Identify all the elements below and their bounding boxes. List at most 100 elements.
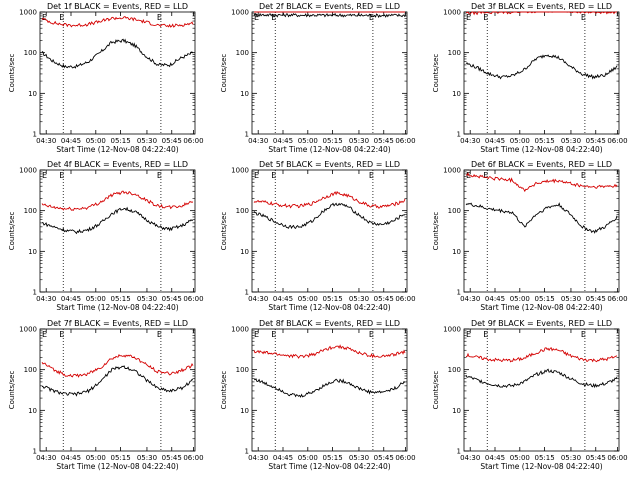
- panel-3: Det 3f BLACK = Events, RED = LLD 1 10 100 10…: [432, 2, 628, 154]
- panel-5: Det 5f BLACK = Events, RED = LLD 1 10 100 10…: [220, 160, 416, 312]
- y-tick-label: 100: [24, 49, 37, 57]
- series-lld-line: [41, 353, 194, 378]
- y-tick-label: 1000: [443, 167, 461, 175]
- annotation-e: E: [254, 13, 259, 22]
- y-axis-label: Counts/sec: [8, 212, 16, 251]
- x-tick-label: 05:00: [510, 137, 530, 145]
- x-tick-label: 05:30: [561, 454, 581, 462]
- x-tick-label: 05:45: [374, 454, 394, 462]
- y-tick-label: 10: [28, 407, 37, 415]
- y-axis-label: Counts/sec: [432, 371, 440, 410]
- panel-title: Det 2f BLACK = Events, RED = LLD: [259, 2, 400, 11]
- series-lld-line: [465, 172, 618, 193]
- annotation-e: E: [581, 171, 586, 180]
- x-tick-label: 06:00: [607, 295, 627, 303]
- x-tick-label: 05:00: [510, 454, 530, 462]
- x-tick-label: 05:00: [298, 137, 318, 145]
- y-axis-label: Counts/sec: [432, 54, 440, 93]
- annotation-e: E: [483, 13, 488, 22]
- x-tick-label: 05:45: [586, 454, 606, 462]
- x-axis-label: Start Time (12-Nov-08 04:22:40): [480, 145, 602, 154]
- annotation-e: E: [254, 330, 259, 339]
- annotation-e: E: [369, 330, 374, 339]
- x-tick-label: 04:30: [248, 454, 268, 462]
- y-tick-label: 100: [236, 207, 249, 215]
- x-tick-label: 05:15: [323, 454, 343, 462]
- x-tick-label: 05:30: [137, 137, 157, 145]
- series-lld-line: [253, 344, 406, 359]
- x-tick-label: 04:45: [485, 454, 505, 462]
- y-tick-label: 100: [24, 207, 37, 215]
- panel-9: Det 9f BLACK = Events, RED = LLD 1 10 100 10…: [432, 319, 628, 471]
- y-tick-label: 10: [28, 248, 37, 256]
- x-tick-label: 05:00: [510, 295, 530, 303]
- y-tick-label: 1: [245, 448, 249, 456]
- panel-1: Det 1f BLACK = Events, RED = LLD 1 10 100 10…: [8, 2, 204, 154]
- series-lld-line: [465, 346, 618, 363]
- series-lld-line: [41, 16, 194, 28]
- x-tick-label: 05:30: [561, 295, 581, 303]
- x-axis-label: Start Time (12-Nov-08 04:22:40): [56, 462, 178, 471]
- annotation-e: E: [466, 13, 471, 22]
- x-tick-label: 06:00: [607, 137, 627, 145]
- x-tick-label: 05:15: [111, 454, 131, 462]
- x-tick-label: 04:30: [460, 454, 480, 462]
- annotation-e: E: [157, 13, 162, 22]
- x-tick-label: 05:00: [86, 295, 106, 303]
- series-events-line: [465, 202, 618, 234]
- y-tick-label: 10: [452, 248, 461, 256]
- x-tick-label: 05:15: [111, 137, 131, 145]
- x-tick-label: 05:45: [162, 454, 182, 462]
- y-axis-label: Counts/sec: [8, 54, 16, 93]
- series-events-line: [253, 12, 406, 19]
- y-tick-label: 1: [457, 289, 461, 297]
- y-tick-label: 1: [457, 131, 461, 139]
- series-events-line: [253, 202, 406, 230]
- panel-title: Det 7f BLACK = Events, RED = LLD: [47, 319, 188, 328]
- x-tick-label: 04:30: [248, 137, 268, 145]
- x-axis-label: Start Time (12-Nov-08 04:22:40): [56, 303, 178, 312]
- x-tick-label: 05:30: [137, 454, 157, 462]
- x-tick-label: 04:30: [36, 295, 56, 303]
- x-tick-label: 04:45: [273, 454, 293, 462]
- y-tick-label: 10: [452, 90, 461, 98]
- series-events-line: [465, 54, 618, 80]
- panel-7: Det 7f BLACK = Events, RED = LLD 1 10 100 10…: [8, 319, 204, 471]
- x-tick-label: 05:30: [349, 454, 369, 462]
- x-tick-label: 05:45: [586, 137, 606, 145]
- y-tick-label: 1: [245, 289, 249, 297]
- plot-frame: [39, 328, 196, 452]
- x-tick-label: 04:30: [460, 137, 480, 145]
- x-tick-label: 05:00: [298, 295, 318, 303]
- annotation-e: E: [271, 330, 276, 339]
- annotation-e: E: [42, 330, 47, 339]
- series-lld-line: [253, 190, 406, 209]
- y-tick-label: 1: [33, 131, 37, 139]
- y-tick-label: 1000: [231, 167, 249, 175]
- y-tick-label: 1: [33, 289, 37, 297]
- y-tick-label: 1000: [443, 9, 461, 17]
- y-tick-label: 1000: [443, 326, 461, 334]
- annotation-e: E: [59, 171, 64, 180]
- panel-title: Det 6f BLACK = Events, RED = LLD: [471, 160, 612, 169]
- panel-title: Det 8f BLACK = Events, RED = LLD: [259, 319, 400, 328]
- x-tick-label: 05:15: [323, 137, 343, 145]
- x-tick-label: 05:15: [111, 295, 131, 303]
- y-tick-label: 10: [240, 407, 249, 415]
- series-events-line: [41, 206, 194, 235]
- y-tick-label: 10: [240, 90, 249, 98]
- series-lld-line: [41, 190, 194, 211]
- plot-frame: [39, 11, 196, 135]
- x-tick-label: 04:45: [273, 137, 293, 145]
- x-tick-label: 05:30: [137, 295, 157, 303]
- x-tick-label: 06:00: [607, 454, 627, 462]
- plot-frame: [463, 328, 620, 452]
- annotation-e: E: [581, 13, 586, 22]
- y-tick-label: 1000: [19, 167, 37, 175]
- y-axis-label: Counts/sec: [220, 371, 228, 410]
- annotation-e: E: [59, 330, 64, 339]
- x-tick-label: 05:15: [535, 454, 555, 462]
- x-tick-label: 05:15: [535, 295, 555, 303]
- series-events-line: [41, 365, 194, 397]
